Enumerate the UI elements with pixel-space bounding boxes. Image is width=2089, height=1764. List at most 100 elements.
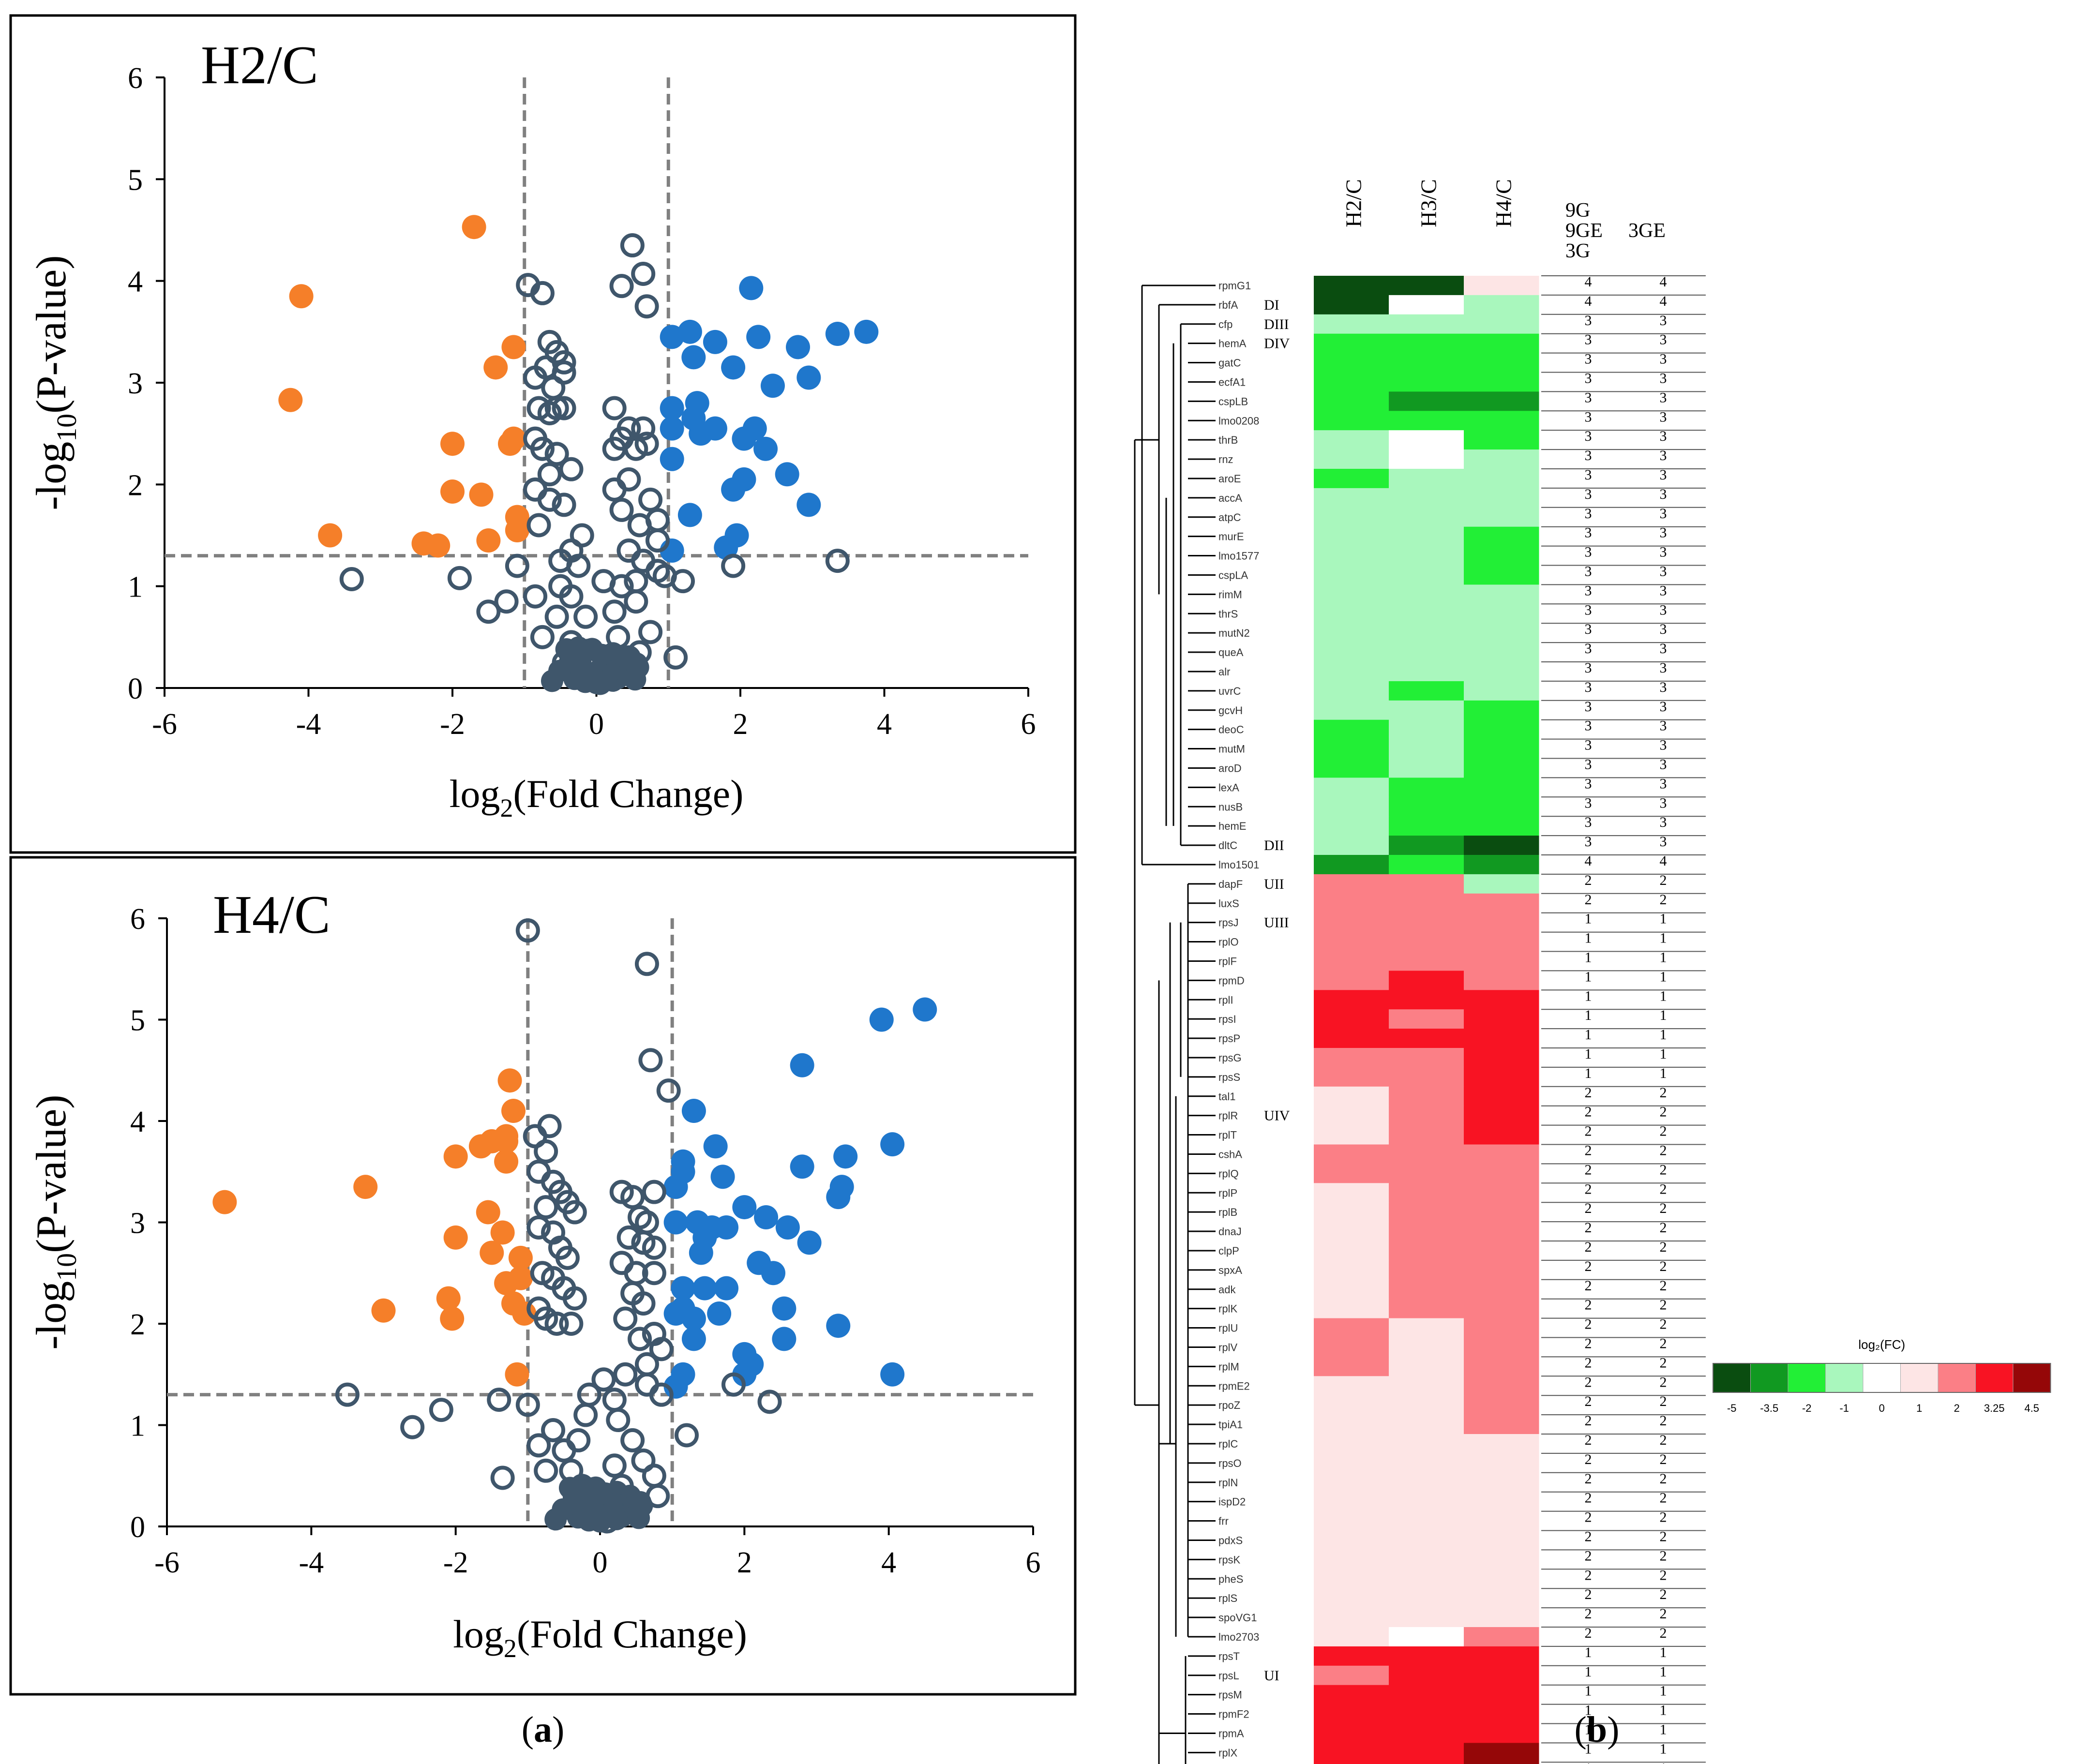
heatmap-cell (1389, 526, 1464, 547)
group-value-3ge: 2 (1660, 1548, 1667, 1564)
heatmap-cell (1464, 1569, 1539, 1589)
gene-label: rbfA (1218, 299, 1238, 311)
x-axis-label-sub: 2 (504, 1634, 517, 1663)
legend-tick-label: 0 (1879, 1402, 1885, 1414)
group-value-3ge: 4 (1660, 853, 1667, 869)
heatmap-cell (1314, 758, 1389, 778)
y-tick-label: 6 (128, 62, 143, 95)
heatmap-cell (1389, 971, 1464, 990)
data-point-ns (587, 671, 612, 695)
heatmap-cell (1464, 662, 1539, 682)
heatmap-cell (1464, 1164, 1539, 1183)
group-value-9g: 2 (1585, 1490, 1592, 1506)
data-point-ns (631, 1291, 656, 1316)
heatmap-cell (1314, 1395, 1389, 1415)
group-value-9g: 1 (1585, 1664, 1592, 1680)
data-point-ns (490, 1465, 515, 1490)
data-point-ns (544, 604, 569, 629)
data-point-ns (620, 1428, 645, 1452)
data-point-ns (515, 1392, 540, 1417)
data-point-ns (534, 1195, 558, 1220)
heatmap-cell (1464, 643, 1539, 662)
data-point-ns (537, 462, 562, 487)
heatmap-cell (1389, 623, 1464, 643)
legend-swatch (1750, 1363, 1788, 1393)
data-point-up (677, 319, 702, 344)
group-value-9g: 3 (1585, 776, 1592, 792)
heatmap-cell (1464, 1029, 1539, 1048)
gene-label: rpmA (1218, 1727, 1244, 1739)
gene-label: rpsJ (1218, 917, 1239, 929)
data-point-ns (534, 1139, 558, 1164)
data-point-ns (627, 513, 652, 538)
data-point-up (703, 1134, 728, 1159)
group-header: 3GE (1628, 220, 1666, 242)
data-point-ns (825, 549, 850, 573)
heatmap-cell (1464, 488, 1539, 508)
gene-label: rplI (1218, 994, 1233, 1006)
group-value-3ge: 3 (1660, 776, 1667, 792)
group-value-9g: 1 (1585, 1046, 1592, 1062)
heatmap-cell (1464, 1472, 1539, 1493)
data-point-up (754, 1205, 779, 1230)
group-value-3ge: 1 (1660, 1065, 1667, 1081)
data-point-down (436, 1286, 461, 1311)
cluster-label: DI (1264, 297, 1279, 313)
heatmap-cell (1389, 1627, 1464, 1647)
heatmap-cell (1464, 1646, 1539, 1666)
group-value-3ge: 2 (1660, 1200, 1667, 1216)
data-point-ns (646, 1484, 670, 1509)
gene-label: dapF (1218, 878, 1243, 890)
gene-label: rplV (1218, 1341, 1237, 1353)
heatmap-cell (1464, 584, 1539, 604)
y-tick-label: 6 (130, 903, 145, 936)
heatmap-cell (1389, 932, 1464, 952)
gene-label: aroD (1218, 762, 1242, 774)
group-value-9g: 2 (1585, 1085, 1592, 1101)
gene-label: rpsO (1218, 1457, 1242, 1469)
data-point-up (790, 1154, 814, 1179)
group-value-9g: 3 (1585, 525, 1592, 541)
gene-label: hemE (1218, 820, 1246, 832)
y-axis-label: -log10(P-value) (28, 255, 82, 510)
data-point-down (494, 1149, 519, 1174)
data-point-ns (552, 493, 576, 517)
data-point-up (753, 436, 778, 461)
data-point-ns (339, 567, 364, 591)
data-point-up (775, 1215, 800, 1240)
group-value-3ge: 3 (1660, 814, 1667, 830)
x-tick-label: -2 (443, 1546, 468, 1579)
heatmap-cell (1389, 990, 1464, 1010)
group-value-9g: 3 (1585, 583, 1592, 598)
data-point-ns (526, 1433, 551, 1458)
group-value-9g: 2 (1585, 1625, 1592, 1641)
heatmap-cell (1314, 565, 1389, 585)
heatmap-cell (1464, 507, 1539, 527)
heatmap-cell (1389, 719, 1464, 740)
gene-label: rnz (1218, 453, 1233, 465)
x-tick-label: 6 (1021, 708, 1036, 741)
y-axis-label-main: -log (28, 442, 75, 510)
group-value-9g: 2 (1585, 1606, 1592, 1622)
y-tick-label: 0 (130, 1511, 145, 1544)
heatmap-cell (1314, 411, 1389, 431)
heatmap-cell (1464, 1183, 1539, 1203)
group-value-3ge: 3 (1660, 448, 1667, 463)
group-value-3ge: 3 (1660, 621, 1667, 637)
heatmap-cell (1464, 1376, 1539, 1396)
group-value-9g: 2 (1585, 1123, 1592, 1139)
data-point-up (797, 1230, 822, 1255)
data-point-up (786, 335, 810, 359)
group-value-3ge: 2 (1660, 1606, 1667, 1622)
group-value-3ge: 4 (1660, 274, 1667, 290)
group-value-9g: 2 (1585, 892, 1592, 908)
data-point-up (671, 1276, 695, 1301)
heatmap-cell (1314, 276, 1389, 296)
heatmap-cell (1464, 1395, 1539, 1415)
heatmap-cell (1314, 333, 1389, 354)
heatmap-cell (1464, 1530, 1539, 1550)
gene-label: rpoZ (1218, 1399, 1240, 1411)
heatmap-cell (1464, 353, 1539, 373)
group-value-3ge: 2 (1660, 1220, 1667, 1236)
x-tick-label: -6 (154, 1546, 180, 1579)
